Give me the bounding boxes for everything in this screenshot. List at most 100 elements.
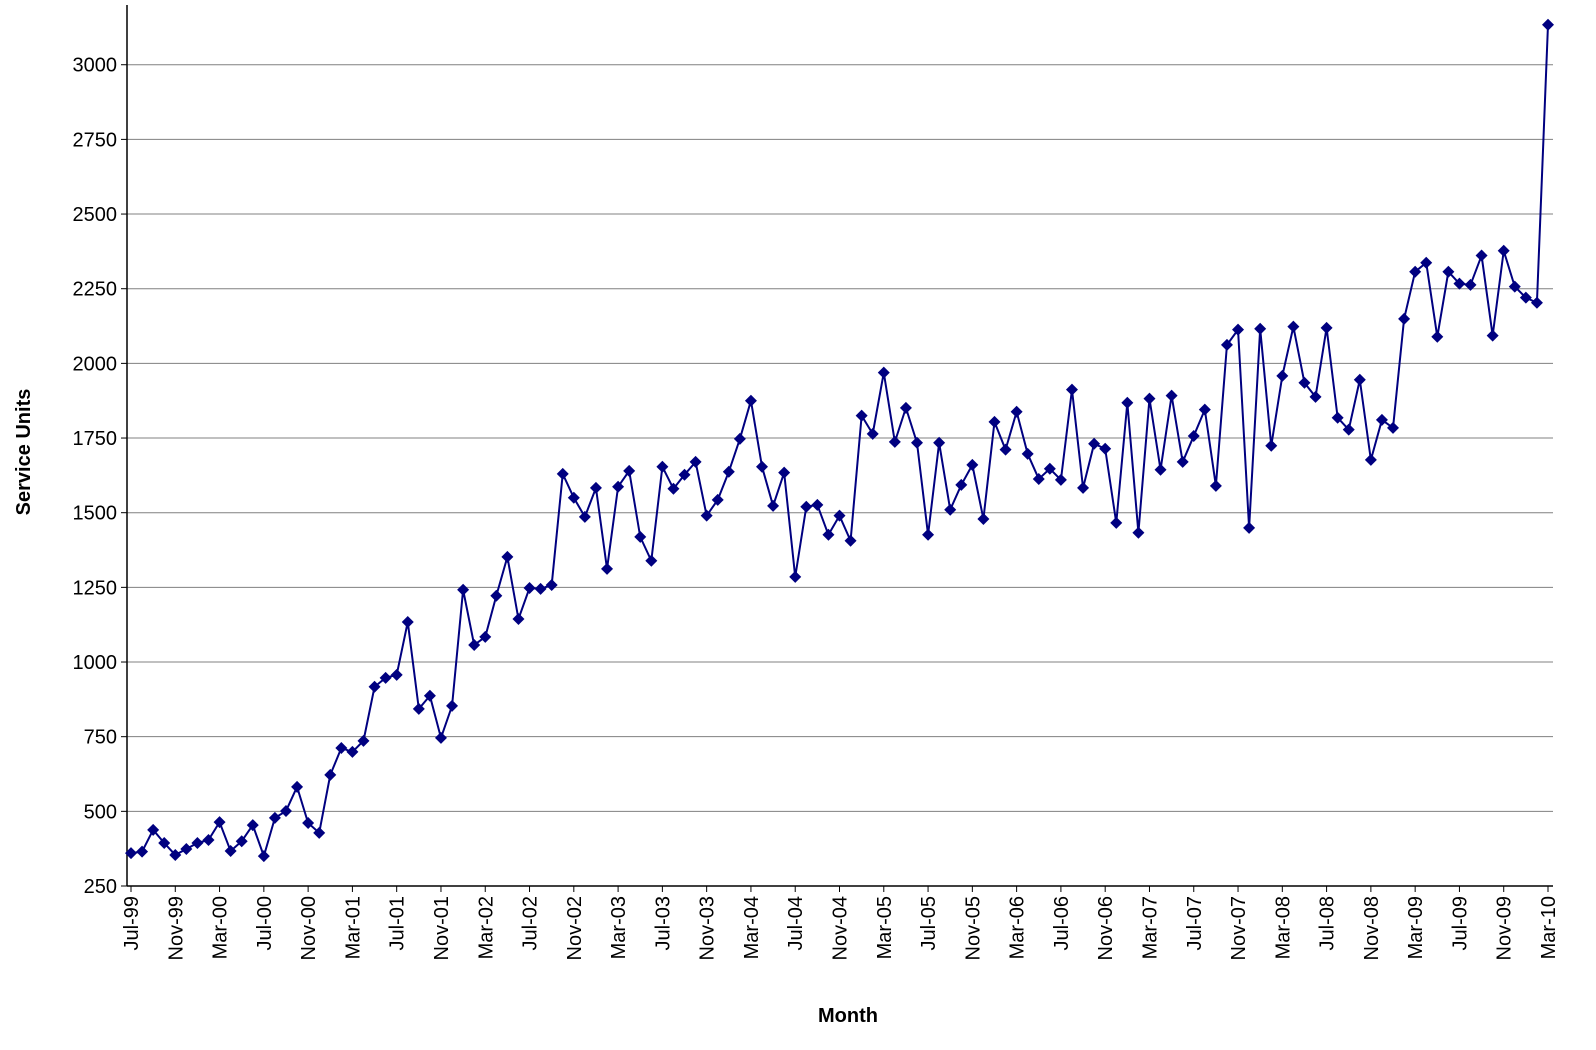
marker	[346, 745, 359, 758]
marker	[1187, 429, 1200, 442]
marker	[213, 816, 226, 829]
marker	[1409, 265, 1422, 278]
marker	[966, 458, 979, 471]
marker	[1497, 244, 1510, 257]
marker	[1209, 479, 1222, 492]
marker	[1431, 330, 1444, 343]
series-line	[130, 24, 1549, 860]
marker	[368, 680, 381, 693]
y-tick-label: 750	[84, 727, 117, 749]
marker	[1043, 462, 1056, 475]
marker	[601, 562, 614, 575]
marker	[501, 550, 514, 563]
marker	[357, 734, 370, 747]
x-tick-label: Nov-03	[697, 896, 719, 960]
marker	[1298, 376, 1311, 389]
marker	[1110, 516, 1123, 529]
marker	[390, 668, 403, 681]
marker	[1442, 265, 1455, 278]
y-tick-label: 2000	[73, 353, 118, 375]
marker	[479, 630, 492, 643]
marker	[291, 780, 304, 793]
marker	[922, 528, 935, 541]
marker	[324, 768, 337, 781]
marker	[1508, 280, 1521, 293]
marker	[257, 850, 270, 863]
marker	[933, 436, 946, 449]
marker	[457, 583, 470, 596]
x-tick-label: Mar-05	[874, 896, 896, 959]
x-tick-label: Nov-01	[431, 896, 453, 960]
marker	[999, 443, 1012, 456]
marker	[789, 570, 802, 583]
marker	[1309, 390, 1322, 403]
marker	[191, 836, 204, 849]
x-tick-label: Jul-07	[1184, 896, 1206, 950]
marker	[335, 742, 348, 755]
x-tick-label: Nov-08	[1361, 896, 1383, 960]
marker	[833, 509, 846, 522]
marker	[512, 613, 525, 626]
x-tick-label: Jul-04	[785, 896, 807, 950]
marker	[888, 435, 901, 448]
x-tick-label: Nov-06	[1095, 896, 1117, 960]
marker	[490, 589, 503, 602]
x-tick-label: Jul-02	[520, 896, 542, 950]
marker	[722, 465, 735, 478]
marker	[822, 528, 835, 541]
marker	[1387, 421, 1400, 434]
x-tick-label: Mar-10	[1538, 896, 1560, 959]
y-tick-label: 500	[84, 801, 117, 823]
marker	[1530, 296, 1543, 309]
marker	[623, 464, 636, 477]
marker	[534, 582, 547, 595]
marker	[1420, 256, 1433, 269]
marker	[744, 394, 757, 407]
marker	[855, 409, 868, 422]
marker	[446, 699, 459, 712]
x-tick-label: Jul-05	[918, 896, 940, 950]
marker	[169, 848, 182, 861]
marker	[811, 498, 824, 511]
marker	[866, 427, 879, 440]
marker	[1088, 437, 1101, 450]
x-tick-label: Nov-09	[1494, 896, 1516, 960]
marker	[1364, 453, 1377, 466]
x-tick-label: Nov-00	[298, 896, 320, 960]
marker	[634, 530, 647, 543]
marker	[125, 847, 137, 860]
y-tick-label: 1250	[73, 577, 118, 599]
x-tick-label: Mar-02	[475, 896, 497, 959]
marker	[977, 512, 990, 525]
marker	[1243, 521, 1256, 534]
marker	[1198, 403, 1211, 416]
marker	[767, 499, 780, 512]
marker	[1032, 472, 1045, 485]
marker	[523, 581, 536, 594]
marker	[1464, 278, 1477, 291]
marker	[1287, 320, 1300, 333]
marker	[1165, 389, 1178, 402]
marker	[224, 845, 237, 858]
marker	[1065, 383, 1078, 396]
x-tick-label: Mar-04	[741, 896, 763, 959]
y-tick-label: 2250	[73, 279, 118, 301]
marker	[667, 482, 680, 495]
x-tick-label: Mar-03	[608, 896, 630, 959]
marker	[1010, 405, 1023, 418]
marker	[235, 835, 248, 848]
x-tick-label: Mar-01	[342, 896, 364, 959]
marker	[1398, 312, 1411, 325]
marker	[412, 702, 425, 715]
marker	[756, 460, 769, 473]
marker	[1486, 329, 1499, 342]
marker	[567, 491, 580, 504]
x-tick-label: Jul-06	[1051, 896, 1073, 950]
marker	[136, 845, 149, 858]
marker	[302, 816, 315, 829]
marker	[844, 534, 857, 547]
x-tick-label: Nov-02	[564, 896, 586, 960]
marker	[578, 510, 591, 523]
marker	[656, 460, 669, 473]
x-tick-label: Nov-07	[1228, 896, 1250, 960]
